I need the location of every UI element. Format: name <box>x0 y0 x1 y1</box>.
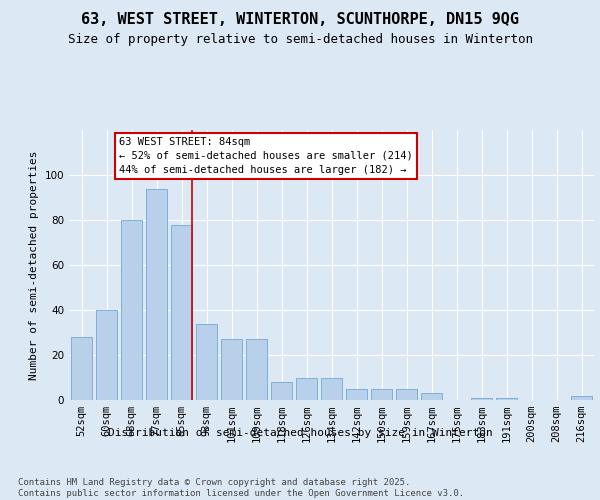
Bar <box>221 339 242 400</box>
Y-axis label: Number of semi-detached properties: Number of semi-detached properties <box>29 150 39 380</box>
Bar <box>296 378 317 400</box>
Bar <box>146 188 167 400</box>
Bar <box>571 396 592 400</box>
Bar <box>471 398 492 400</box>
Bar <box>496 398 517 400</box>
Bar <box>171 224 192 400</box>
Text: 63 WEST STREET: 84sqm
← 52% of semi-detached houses are smaller (214)
44% of sem: 63 WEST STREET: 84sqm ← 52% of semi-deta… <box>119 136 413 175</box>
Bar <box>371 389 392 400</box>
Text: Contains HM Land Registry data © Crown copyright and database right 2025.
Contai: Contains HM Land Registry data © Crown c… <box>18 478 464 498</box>
Bar <box>321 378 342 400</box>
Bar <box>271 382 292 400</box>
Bar <box>71 337 92 400</box>
Bar <box>96 310 117 400</box>
Bar <box>121 220 142 400</box>
Text: Distribution of semi-detached houses by size in Winterton: Distribution of semi-detached houses by … <box>107 428 493 438</box>
Bar <box>246 339 267 400</box>
Text: 63, WEST STREET, WINTERTON, SCUNTHORPE, DN15 9QG: 63, WEST STREET, WINTERTON, SCUNTHORPE, … <box>81 12 519 28</box>
Bar <box>421 393 442 400</box>
Bar <box>396 389 417 400</box>
Bar <box>196 324 217 400</box>
Text: Size of property relative to semi-detached houses in Winterton: Size of property relative to semi-detach… <box>67 32 533 46</box>
Bar <box>346 389 367 400</box>
